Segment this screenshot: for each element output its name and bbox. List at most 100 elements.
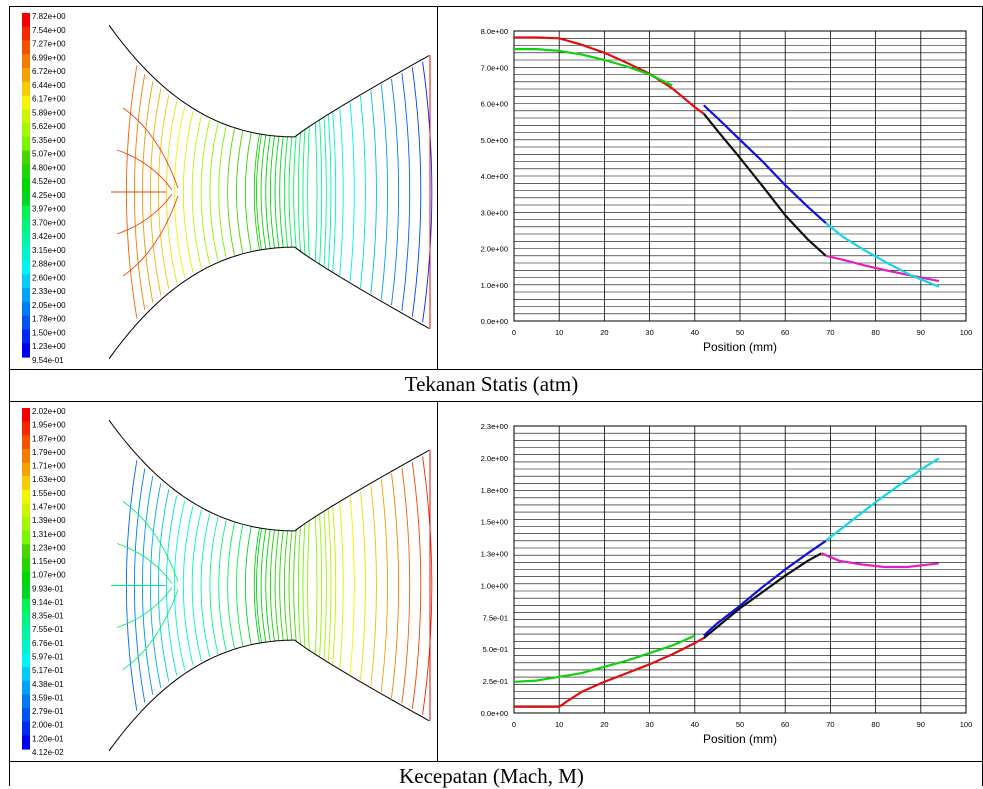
colorbar-segment xyxy=(22,343,30,358)
legend-label: 6.76e-01 xyxy=(32,639,64,648)
colorbar-segment xyxy=(22,517,30,532)
series-line-6 xyxy=(820,552,940,569)
legend-label: 1.23e+00 xyxy=(32,342,66,351)
contour-line xyxy=(401,467,411,704)
contour-line xyxy=(391,78,400,306)
colorbar-segment xyxy=(22,639,30,655)
contour-line xyxy=(269,136,275,248)
x-tick-label: 60 xyxy=(781,328,789,337)
contour-line xyxy=(274,136,280,248)
contour-line xyxy=(327,115,332,269)
grid xyxy=(513,30,967,322)
pressure-xy-panel: 0 10 20 30 40 50 60 70 80 90 100 0.0e+00 1.0e+00 2.0e… xyxy=(440,9,980,367)
legend-label: 3.15e+00 xyxy=(32,246,66,255)
contour-line xyxy=(323,117,327,267)
contour-line xyxy=(327,509,332,662)
legend-label: 5.97e-01 xyxy=(32,653,64,662)
colorbar-segment xyxy=(22,95,30,110)
legend-label: 2.33e+00 xyxy=(32,287,66,296)
contour-line xyxy=(269,530,275,641)
x-tick-label: 0 xyxy=(512,328,516,337)
table-divider-top xyxy=(437,6,438,369)
contour-line xyxy=(182,111,194,273)
contour-line xyxy=(236,525,244,646)
x-tick-label: 30 xyxy=(645,328,653,337)
legend-label: 6.72e+00 xyxy=(32,67,66,76)
contour-line xyxy=(182,505,194,666)
contour-line xyxy=(380,84,388,300)
contour-line xyxy=(422,456,433,715)
table-divider-bottom xyxy=(437,401,438,761)
colorbar-segment xyxy=(22,205,30,220)
colorbar-segment xyxy=(22,735,30,750)
x-tick-label: 80 xyxy=(871,328,879,337)
legend-label: 1.95e+00 xyxy=(32,421,66,430)
contour-line xyxy=(391,473,400,698)
colorbar-segment xyxy=(22,13,30,28)
caption-pressure: Tekanan Statis (atm) xyxy=(404,372,579,396)
y-tick-label: 7.0e+00 xyxy=(481,63,508,72)
contour-line xyxy=(283,136,289,248)
contour-line xyxy=(319,120,323,264)
legend-label: 9.14e-01 xyxy=(32,598,64,607)
legend-label: 3.42e+00 xyxy=(32,232,66,241)
contour-line xyxy=(116,193,173,235)
y-tick-label: 2.5e-01 xyxy=(483,677,508,686)
legend-label: 1.71e+00 xyxy=(32,462,66,471)
legend-label: 7.27e+00 xyxy=(32,40,66,49)
legend-label: 9.54e-01 xyxy=(32,356,64,365)
contour-line xyxy=(200,119,211,265)
series-line-3 xyxy=(703,104,827,224)
legend-label: 2.88e+00 xyxy=(32,260,66,269)
contour-line xyxy=(116,543,173,584)
colorbar-segment xyxy=(22,489,30,504)
y-tick-label: 5.0e+00 xyxy=(481,136,508,145)
contour-line xyxy=(349,496,355,675)
contour-lines xyxy=(110,456,433,715)
series-line-1 xyxy=(514,637,705,708)
series-line-4 xyxy=(703,552,822,639)
colorbar-segment xyxy=(22,109,30,124)
contour-line xyxy=(200,513,211,658)
colorbar-segment xyxy=(22,408,30,423)
colorbar-segment xyxy=(22,421,30,436)
legend-label: 1.79e+00 xyxy=(32,448,66,457)
legend-label: 7.55e-01 xyxy=(32,625,64,634)
legend-label: 4.38e-01 xyxy=(32,680,64,689)
y-tick-label: 1.5e+00 xyxy=(481,518,508,527)
contour-line xyxy=(360,96,366,288)
legend-label: 2.05e+00 xyxy=(32,301,66,310)
nozzle-wall-lower xyxy=(108,639,430,752)
y-tick-label: 0.0e+00 xyxy=(481,317,508,326)
contour-line xyxy=(253,134,260,250)
legend-label: 1.23e+00 xyxy=(32,543,66,552)
contour-line xyxy=(293,134,297,250)
contour-line xyxy=(173,106,186,278)
contour-line xyxy=(256,134,262,250)
colorbar-segment xyxy=(22,585,30,600)
contour-line xyxy=(332,112,337,272)
legend-label: 5.35e+00 xyxy=(32,136,66,145)
x-tick-label: 90 xyxy=(917,328,925,337)
colorbar-segment xyxy=(22,164,30,179)
colorbar-segment xyxy=(22,626,30,641)
contour-line xyxy=(288,530,293,641)
contour-line xyxy=(116,149,173,191)
colorbar-segment xyxy=(22,123,30,138)
series-line-1 xyxy=(514,36,705,115)
contour-line xyxy=(122,589,179,670)
x-axis-label: Position (mm) xyxy=(703,732,777,746)
contour-line xyxy=(274,530,280,641)
legend-label: 1.78e+00 xyxy=(32,315,66,324)
legend-label: 9.93e-01 xyxy=(32,584,64,593)
legend-label: 6.99e+00 xyxy=(32,53,66,62)
y-tick-label: 2.0e+00 xyxy=(481,245,508,254)
contour-line xyxy=(370,90,377,294)
colorbar-segment xyxy=(22,462,30,477)
contour-line xyxy=(349,102,355,282)
colorbar-segment xyxy=(22,448,30,464)
legend-label: 5.62e+00 xyxy=(32,122,66,131)
table-border-mid-3 xyxy=(9,761,983,762)
legend-label: 1.20e-01 xyxy=(32,734,64,743)
